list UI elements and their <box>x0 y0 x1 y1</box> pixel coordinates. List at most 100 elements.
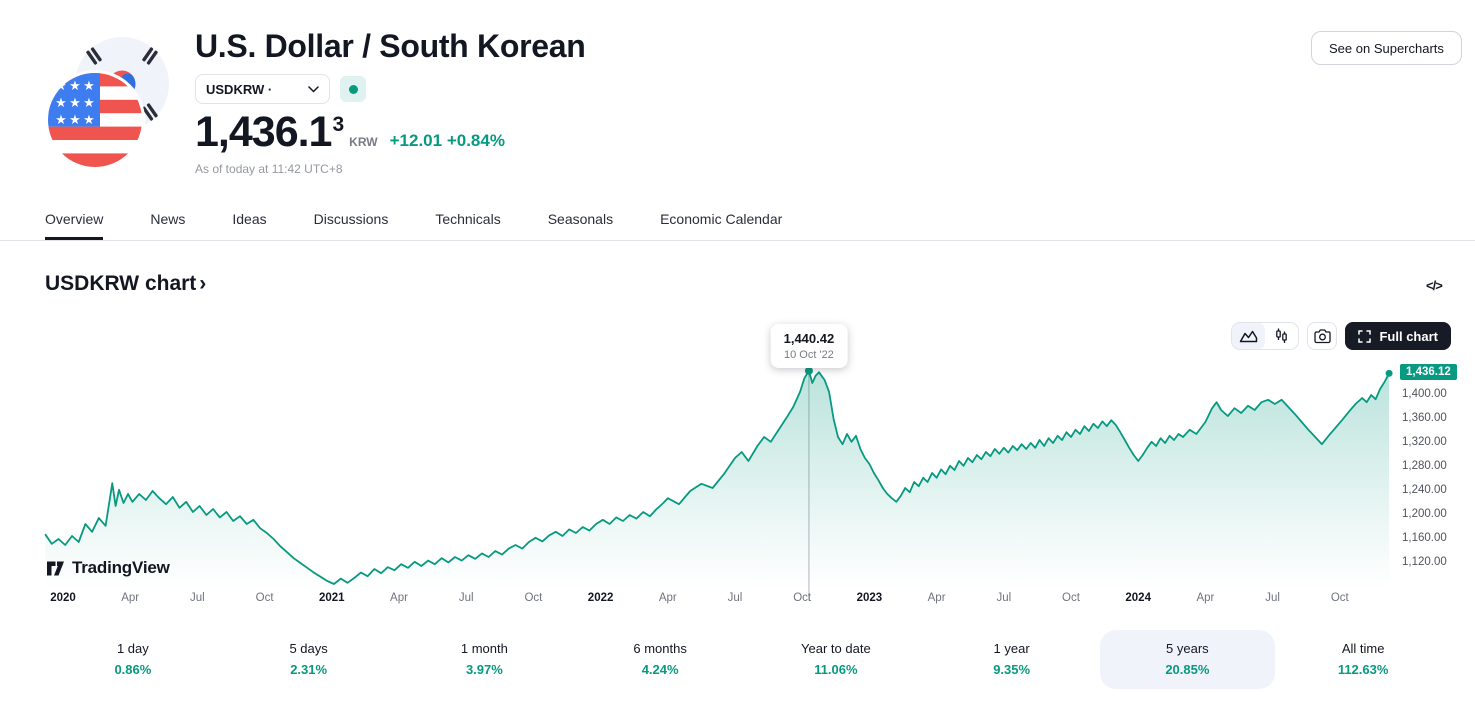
tab-news[interactable]: News <box>150 211 186 227</box>
tradingview-watermark[interactable]: TradingView <box>46 558 170 578</box>
period-change-value: 2.31% <box>290 662 328 677</box>
tab-ideas[interactable]: Ideas <box>232 211 267 227</box>
period-performance-row: 1 day 0.86% 5 days 2.31% 1 month 3.97% 6 month… <box>45 630 1451 689</box>
us-flag-icon: ★★★ ★★★ ★★★ <box>45 70 145 170</box>
full-chart-label: Full chart <box>1379 328 1438 344</box>
tab-economic-calendar[interactable]: Economic Calendar <box>660 211 783 227</box>
price-scale-label: 1,320.00 <box>1402 436 1447 448</box>
full-chart-button[interactable]: Full chart <box>1345 322 1451 350</box>
last-price-marker <box>1385 369 1393 377</box>
chevron-right-icon: › <box>199 272 207 295</box>
svg-text:★: ★ <box>55 113 67 128</box>
period-label: Year to date <box>801 641 871 656</box>
svg-text:★: ★ <box>69 113 81 128</box>
svg-text:★: ★ <box>83 79 95 94</box>
period-change-value: 112.63% <box>1337 662 1389 677</box>
tooltip-point-marker <box>804 366 813 375</box>
series-area-fill <box>45 370 1390 590</box>
price-value: 1,436.1 <box>195 108 332 156</box>
time-scale-label: 2024 <box>1125 592 1151 604</box>
symbol-pair-flags: ★★★ ★★★ ★★★ <box>42 16 174 170</box>
camera-icon <box>1314 328 1331 343</box>
fullscreen-icon <box>1358 329 1372 343</box>
time-scale-label: 2021 <box>319 592 345 604</box>
price-timestamp: As of today at 11:42 UTC+8 <box>195 162 343 176</box>
time-scale-label: 2020 <box>50 592 76 604</box>
period-label: All time <box>1341 641 1385 656</box>
symbol-tabs: Overview News Ideas Discussions Technicals Se… <box>0 203 1475 241</box>
time-scale-label: Jul <box>190 592 205 604</box>
price-chart[interactable] <box>0 310 1475 620</box>
price-scale-label: 1,160.00 <box>1402 532 1447 544</box>
candlestick-chart-button[interactable] <box>1265 323 1299 349</box>
time-scale-label: Apr <box>121 592 140 604</box>
period-label: 5 years <box>1166 641 1209 656</box>
area-chart-icon <box>1240 330 1258 343</box>
time-scale-label: Oct <box>793 592 812 604</box>
period-change-value: 3.97% <box>465 662 503 677</box>
candlestick-icon <box>1276 328 1288 343</box>
time-scale-label: Apr <box>1196 592 1215 604</box>
period-button-5-days[interactable]: 5 days 2.31% <box>221 630 397 689</box>
time-scale-label: 2022 <box>587 592 614 604</box>
tab-technicals[interactable]: Technicals <box>435 211 501 227</box>
tooltip-date: 10 Oct '22 <box>784 348 834 361</box>
period-button-year-to-date[interactable]: Year to date 11.06% <box>748 630 924 689</box>
price-scale-label: 1,240.00 <box>1402 484 1447 496</box>
chart-tooltip: 1,440.42 10 Oct '22 <box>770 323 848 368</box>
tab-seasonals[interactable]: Seasonals <box>547 211 614 227</box>
page-title: U.S. Dollar / South Korean <box>195 28 586 64</box>
price-currency: KRW <box>349 135 378 149</box>
snapshot-button[interactable] <box>1307 322 1338 350</box>
period-button-1-year[interactable]: 1 year 9.35% <box>924 630 1100 689</box>
tradingview-logo-icon <box>47 561 64 575</box>
time-scale-label: Jul <box>727 592 743 604</box>
market-status-badge[interactable] <box>340 76 366 102</box>
time-scale-label: Apr <box>390 592 408 604</box>
time-scale-label: Oct <box>1062 592 1080 604</box>
tab-discussions[interactable]: Discussions <box>313 211 389 227</box>
svg-text:★: ★ <box>83 96 95 111</box>
current-price-badge: 1,436.12 <box>1400 364 1457 381</box>
period-button-5-years[interactable]: 5 years 20.85% <box>1099 630 1276 689</box>
period-button-6-months[interactable]: 6 months 4.24% <box>572 630 748 689</box>
tab-overview[interactable]: Overview <box>45 203 104 240</box>
chart-toolbar: Full chart <box>1231 322 1451 350</box>
price-scale-label: 1,120.00 <box>1402 556 1447 568</box>
period-label: 1 day <box>116 641 149 656</box>
tradingview-watermark-label: TradingView <box>72 558 170 577</box>
svg-text:★: ★ <box>55 96 67 111</box>
symbol-price: 1,436.1 3 KRW +12.01 +0.84% <box>195 108 505 157</box>
time-scale-label: Oct <box>255 592 274 604</box>
svg-text:★: ★ <box>83 113 95 128</box>
period-change-value: 20.85% <box>1165 662 1210 677</box>
period-button-all-time[interactable]: All time 112.63% <box>1275 630 1451 689</box>
period-button-1-day[interactable]: 1 day 0.86% <box>45 630 221 689</box>
series-line <box>44 369 1390 585</box>
svg-text:★: ★ <box>69 79 81 94</box>
time-scale-label: Oct <box>1330 592 1349 604</box>
time-scale-label: Apr <box>658 592 677 604</box>
chart-section-heading[interactable]: USDKRW chart › <box>45 272 206 296</box>
market-open-dot-icon <box>348 84 358 94</box>
symbol-select[interactable]: USDKRW · <box>195 74 330 104</box>
period-button-1-month[interactable]: 1 month 3.97% <box>397 630 573 689</box>
period-change-value: 4.24% <box>641 662 679 677</box>
time-scale-label: Apr <box>927 592 946 604</box>
period-change-value: 0.86% <box>114 662 152 677</box>
area-chart-button[interactable] <box>1232 323 1266 349</box>
price-scale-label: 1,360.00 <box>1402 412 1447 424</box>
time-scale-label: Jul <box>996 592 1012 604</box>
price-change: +12.01 +0.84% <box>389 131 505 150</box>
price-fraction: 3 <box>332 113 345 136</box>
time-scale-label: Jul <box>1265 592 1280 604</box>
price-scale-label: 1,200.00 <box>1402 508 1447 520</box>
see-on-supercharts-button[interactable]: See on Supercharts <box>1311 31 1462 65</box>
time-scale-label: Jul <box>458 592 474 604</box>
period-change-value: 11.06% <box>814 662 858 677</box>
chart-heading-label: USDKRW chart <box>45 272 197 295</box>
period-change-value: 9.35% <box>993 662 1031 677</box>
embed-code-icon[interactable]: </> <box>1426 278 1443 293</box>
period-label: 6 months <box>633 641 687 656</box>
price-scale-label: 1,280.00 <box>1402 460 1447 472</box>
